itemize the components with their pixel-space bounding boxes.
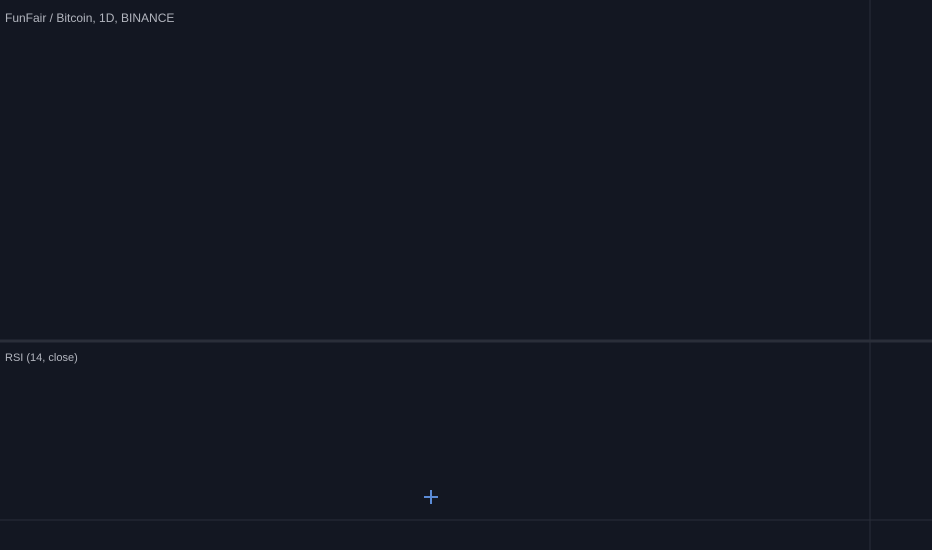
cursor xyxy=(424,490,438,504)
chart-title: FunFair / Bitcoin, 1D, BINANCE xyxy=(5,11,174,25)
rsi-title: RSI (14, close) xyxy=(5,352,78,364)
